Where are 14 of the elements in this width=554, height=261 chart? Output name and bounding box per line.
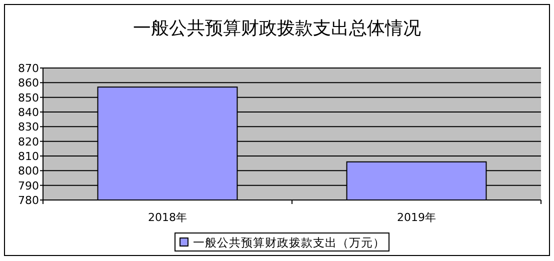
legend-label: 一般公共预算财政拨款支出（万元） <box>193 236 385 250</box>
y-tick-label: 810 <box>18 150 39 163</box>
x-tick-label: 2018年 <box>148 211 187 224</box>
y-tick-label: 870 <box>18 62 39 75</box>
y-tick-label: 840 <box>18 106 39 119</box>
y-tick-label: 850 <box>18 91 39 104</box>
y-tick-label: 860 <box>18 76 39 90</box>
y-tick-label: 800 <box>18 164 39 178</box>
y-tick-label: 820 <box>18 135 39 148</box>
y-tick-label: 780 <box>18 194 39 207</box>
x-tick-label: 2019年 <box>397 211 436 224</box>
y-tick-label: 830 <box>18 120 39 134</box>
y-tick-label: 790 <box>18 179 39 192</box>
chart-title: 一般公共预算财政拨款支出总体情况 <box>133 18 421 39</box>
